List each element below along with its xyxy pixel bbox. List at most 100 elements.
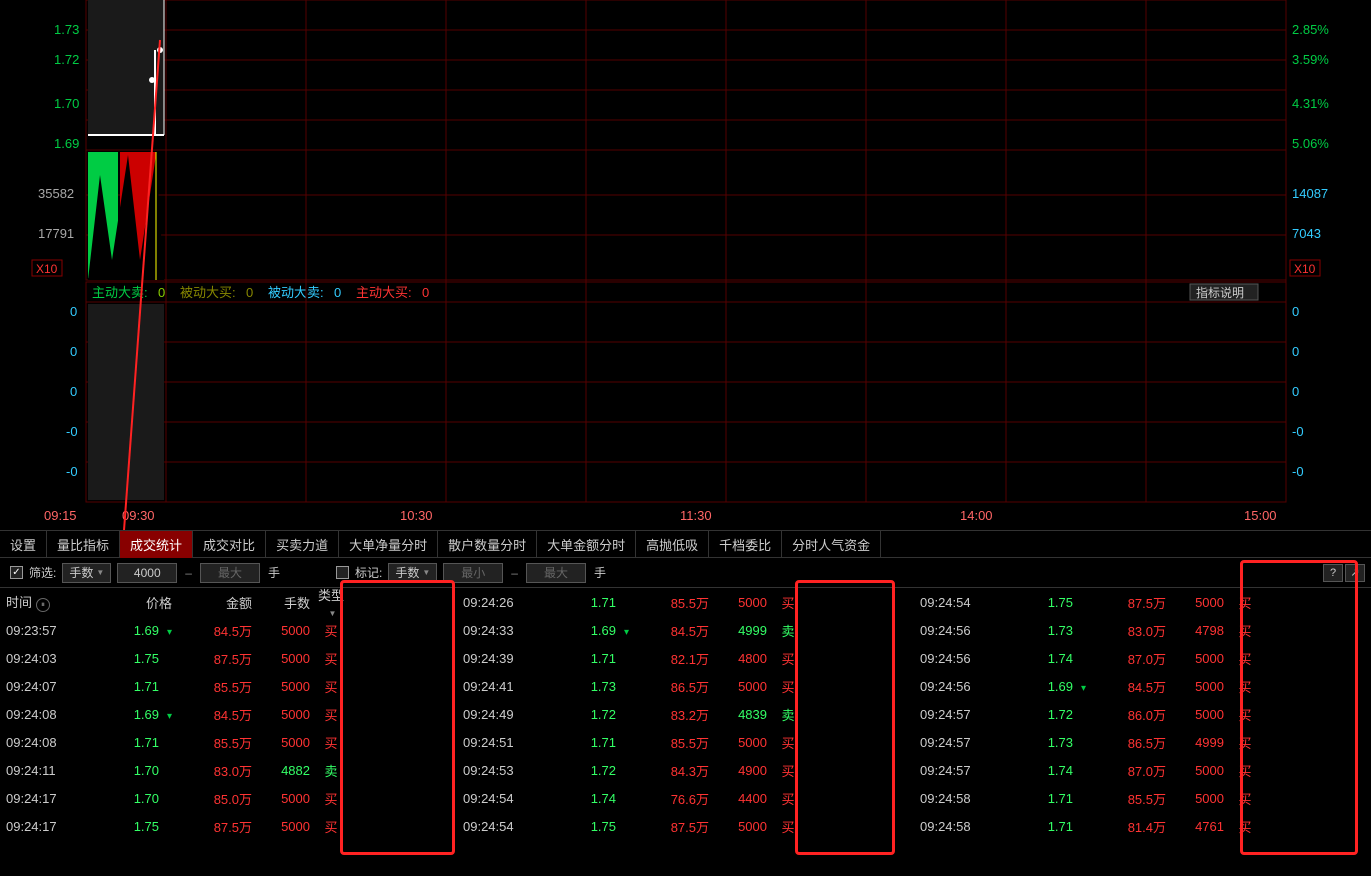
filter-select-qty[interactable]: 手数▼ <box>62 563 111 583</box>
table-row[interactable]: 09:24:081.69▾84.5万5000买 <box>6 700 451 728</box>
tab-4[interactable]: 买卖力道 <box>266 531 339 558</box>
filter-max-input[interactable]: 最大 <box>200 563 260 583</box>
help-button[interactable]: ? <box>1323 564 1343 582</box>
tab-10[interactable]: 分时人气资金 <box>782 531 881 558</box>
table-row[interactable]: 09:24:531.7284.3万4900买 <box>463 756 908 784</box>
cell-amt: 87.5万 <box>176 817 256 836</box>
table-row[interactable]: 09:24:111.7083.0万4882卖 <box>6 756 451 784</box>
cell-type: 买 <box>1230 789 1260 808</box>
tab-8[interactable]: 高抛低吸 <box>636 531 709 558</box>
price-tick-2: 1.70 <box>54 96 79 111</box>
cell-time: 09:24:57 <box>920 707 1020 722</box>
cell-qty: 4999 <box>1170 735 1230 750</box>
cell-amt: 84.5万 <box>1090 677 1170 696</box>
cell-amt: 85.5万 <box>1090 789 1170 808</box>
table-row[interactable]: 09:24:491.7283.2万4839卖 <box>463 700 908 728</box>
pause-icon[interactable]: ⏸ <box>36 598 50 612</box>
table-row[interactable]: 09:24:391.7182.1万4800买 <box>463 644 908 672</box>
tab-2[interactable]: 成交统计 <box>120 531 193 558</box>
tab-7[interactable]: 大单金额分时 <box>537 531 636 558</box>
table-row[interactable]: 09:23:571.69▾84.5万5000买 <box>6 616 451 644</box>
cell-type: 买 <box>773 789 803 808</box>
cell-time: 09:24:11 <box>6 763 106 778</box>
table-row[interactable]: 09:24:541.7587.5万5000买 <box>463 812 908 840</box>
svg-text:0: 0 <box>334 285 341 300</box>
cell-type: 买 <box>773 761 803 780</box>
cell-qty: 5000 <box>256 679 316 694</box>
cell-type: 买 <box>316 649 346 668</box>
cell-time: 09:24:33 <box>463 623 563 638</box>
cell-time: 09:24:58 <box>920 819 1020 834</box>
svg-text:0: 0 <box>1292 384 1299 399</box>
price-tick-0: 1.73 <box>54 22 79 37</box>
filter-label: 筛选: <box>29 564 56 581</box>
cell-amt: 87.5万 <box>633 817 713 836</box>
table-row[interactable]: 09:24:541.7476.6万4400买 <box>463 784 908 812</box>
cell-price: 1.72 <box>563 707 633 722</box>
svg-text:0: 0 <box>70 304 77 319</box>
cell-amt: 83.0万 <box>176 761 256 780</box>
filter-checkbox[interactable]: ✓ <box>10 566 23 579</box>
filter-min-input[interactable]: 4000 <box>117 563 177 583</box>
cell-amt: 84.5万 <box>176 705 256 724</box>
mark-max-input[interactable]: 最大 <box>526 563 586 583</box>
svg-text:0: 0 <box>158 285 165 300</box>
cell-time: 09:23:57 <box>6 623 106 638</box>
svg-text:-0: -0 <box>66 464 78 479</box>
cell-qty: 4761 <box>1170 819 1230 834</box>
svg-text:0: 0 <box>1292 344 1299 359</box>
cell-amt: 87.0万 <box>1090 649 1170 668</box>
mark-select-qty[interactable]: 手数▼ <box>388 563 437 583</box>
cell-time: 09:24:54 <box>920 595 1020 610</box>
th-type[interactable]: 类型▼ <box>316 585 346 619</box>
table-row[interactable]: 09:24:571.7386.5万4999买 <box>920 728 1365 756</box>
svg-text:0: 0 <box>246 285 253 300</box>
cell-qty: 5000 <box>256 623 316 638</box>
table-row[interactable]: 09:24:581.7181.4万4761买 <box>920 812 1365 840</box>
cell-time: 09:24:07 <box>6 679 106 694</box>
mark-checkbox[interactable]: ✓ <box>336 566 349 579</box>
cell-type: 买 <box>773 593 803 612</box>
table-row[interactable]: 09:24:581.7185.5万5000买 <box>920 784 1365 812</box>
table-row[interactable]: 09:24:171.7085.0万5000买 <box>6 784 451 812</box>
table-row[interactable]: 09:24:511.7185.5万5000买 <box>463 728 908 756</box>
table-row[interactable]: 09:24:541.7587.5万5000买 <box>920 588 1365 616</box>
tab-3[interactable]: 成交对比 <box>193 531 266 558</box>
th-amt: 金额 <box>176 593 256 612</box>
th-qty[interactable]: 手数 <box>256 593 316 612</box>
table-row[interactable]: 09:24:571.7487.0万5000买 <box>920 756 1365 784</box>
table-row[interactable]: 09:24:261.7185.5万5000买 <box>463 588 908 616</box>
cell-type: 买 <box>316 705 346 724</box>
tab-1[interactable]: 量比指标 <box>47 531 120 558</box>
tab-6[interactable]: 散户数量分时 <box>438 531 537 558</box>
table-row[interactable]: 09:24:331.69▾84.5万4999卖 <box>463 616 908 644</box>
cell-qty: 5000 <box>1170 595 1230 610</box>
tab-9[interactable]: 千档委比 <box>709 531 782 558</box>
cell-price: 1.73 <box>1020 623 1090 638</box>
cell-amt: 85.5万 <box>176 733 256 752</box>
vol-tick-1: 17791 <box>38 226 74 241</box>
cell-type: 卖 <box>773 705 803 724</box>
cell-type: 买 <box>316 621 346 640</box>
table-row[interactable]: 09:24:571.7286.0万5000买 <box>920 700 1365 728</box>
cell-price: 1.75 <box>106 651 176 666</box>
chart-svg: 1.73 1.72 1.70 1.69 2.85% 3.59% 4.31% 5.… <box>0 0 1371 530</box>
cell-price: 1.69▾ <box>106 707 176 722</box>
table-row[interactable]: 09:24:561.7487.0万5000买 <box>920 644 1365 672</box>
table-row[interactable]: 09:24:411.7386.5万5000买 <box>463 672 908 700</box>
table-row[interactable]: 09:24:561.7383.0万4798买 <box>920 616 1365 644</box>
cell-time: 09:24:41 <box>463 679 563 694</box>
expand-button[interactable]: ↗ <box>1345 564 1365 582</box>
table-row[interactable]: 09:24:071.7185.5万5000买 <box>6 672 451 700</box>
tab-0[interactable]: 设置 <box>0 531 47 558</box>
tab-5[interactable]: 大单净量分时 <box>339 531 438 558</box>
zero-panel: 0 0 0 -0 -0 0 0 0 -0 -0 <box>66 302 1304 502</box>
table-area: 时间⏸价格金额手数类型▼09:23:571.69▾84.5万5000买09:24… <box>0 588 1371 840</box>
table-row[interactable]: 09:24:561.69▾84.5万5000买 <box>920 672 1365 700</box>
table-row[interactable]: 09:24:031.7587.5万5000买 <box>6 644 451 672</box>
mark-min-input[interactable]: 最小 <box>443 563 503 583</box>
cell-type: 买 <box>773 817 803 836</box>
table-row[interactable]: 09:24:081.7185.5万5000买 <box>6 728 451 756</box>
cell-amt: 85.0万 <box>176 789 256 808</box>
table-row[interactable]: 09:24:171.7587.5万5000买 <box>6 812 451 840</box>
